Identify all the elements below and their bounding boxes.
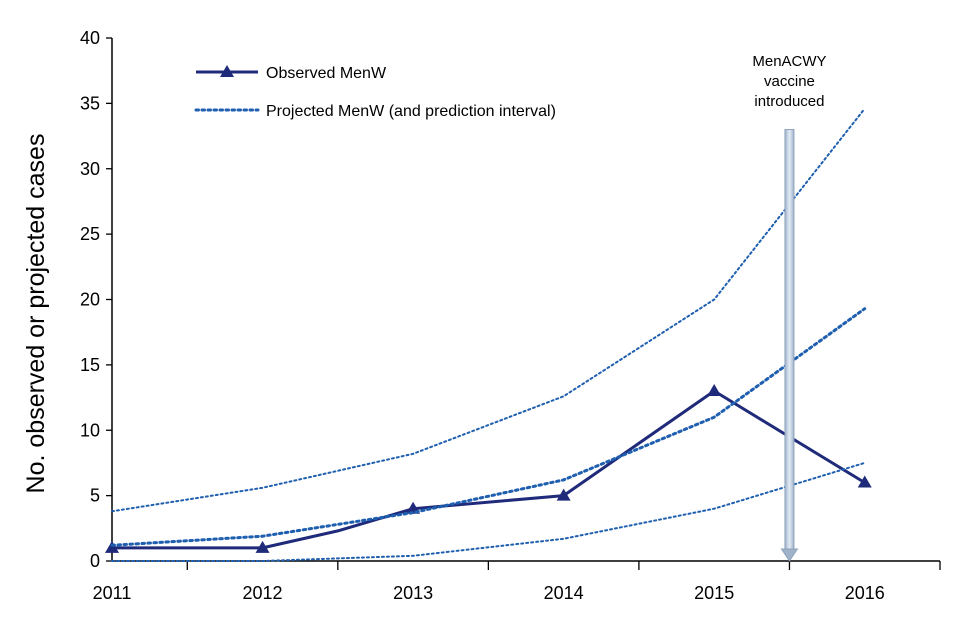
- series-line-2: [111, 107, 866, 513]
- y-tick-label: 25: [80, 224, 100, 244]
- y-tick-label: 10: [80, 420, 100, 440]
- annotation-text-line: vaccine: [764, 73, 815, 90]
- y-tick-label: 15: [80, 355, 100, 375]
- annotation: MenACWY vaccine introduced: [752, 53, 827, 562]
- annotation-text-line: MenACWY: [752, 53, 826, 70]
- series-line-3: [111, 461, 866, 562]
- data-point-marker: [255, 540, 270, 553]
- annotation-text-line: introduced: [754, 93, 824, 110]
- x-tick-label: 2011: [93, 583, 132, 603]
- y-tick-label: 0: [90, 551, 100, 571]
- legend-label-observed: Observed MenW: [266, 65, 387, 82]
- series-line-0: [112, 389, 866, 550]
- x-tick-label: 2015: [694, 583, 734, 603]
- y-tick-label: 40: [80, 28, 100, 48]
- annotation-arrow-shaft: [784, 129, 795, 550]
- x-tick-label: 2013: [393, 583, 433, 603]
- series-group: [105, 107, 872, 562]
- data-point-marker: [556, 488, 571, 501]
- legend-label-projected: Projected MenW (and prediction interval): [266, 103, 556, 120]
- y-tick-label: 5: [90, 486, 100, 506]
- data-point-marker: [707, 384, 722, 397]
- annotation-arrow-head: [780, 548, 799, 562]
- axes: 0 5 10 15 20 25 30 35 40 2011 2012 2013 2014 2015 2016…: [22, 28, 941, 603]
- x-tick-label: 2014: [544, 583, 584, 603]
- x-tick-label: 2016: [845, 583, 885, 603]
- data-point-marker: [857, 475, 872, 488]
- y-tick-label: 30: [80, 159, 100, 179]
- series-line-1: [110, 307, 867, 547]
- legend: Observed MenW Projected MenW (and predict…: [194, 65, 556, 120]
- legend-marker-observed: [220, 65, 234, 77]
- y-tick-label: 35: [80, 93, 100, 113]
- data-point-marker: [105, 540, 119, 553]
- y-tick-label: 20: [80, 290, 100, 310]
- x-tick-label: 2012: [243, 583, 283, 603]
- y-axis-title: No. observed or projected cases: [22, 134, 50, 494]
